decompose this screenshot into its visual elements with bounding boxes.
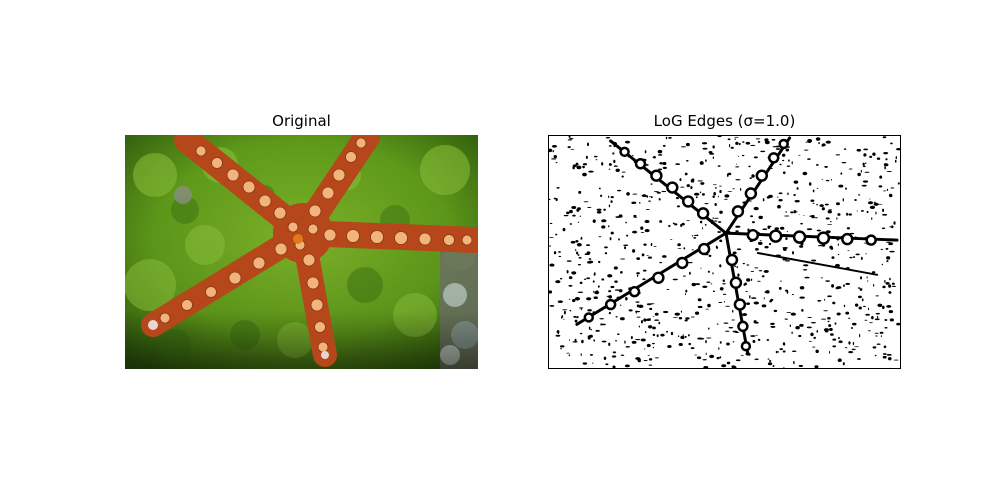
edge-map (549, 136, 900, 368)
starfish-photo (125, 135, 478, 369)
panel-title-original: Original (272, 112, 331, 130)
original-image (125, 135, 478, 369)
log-edges-image (548, 135, 901, 369)
panel-title-log-edges: LoG Edges (σ=1.0) (653, 112, 796, 130)
